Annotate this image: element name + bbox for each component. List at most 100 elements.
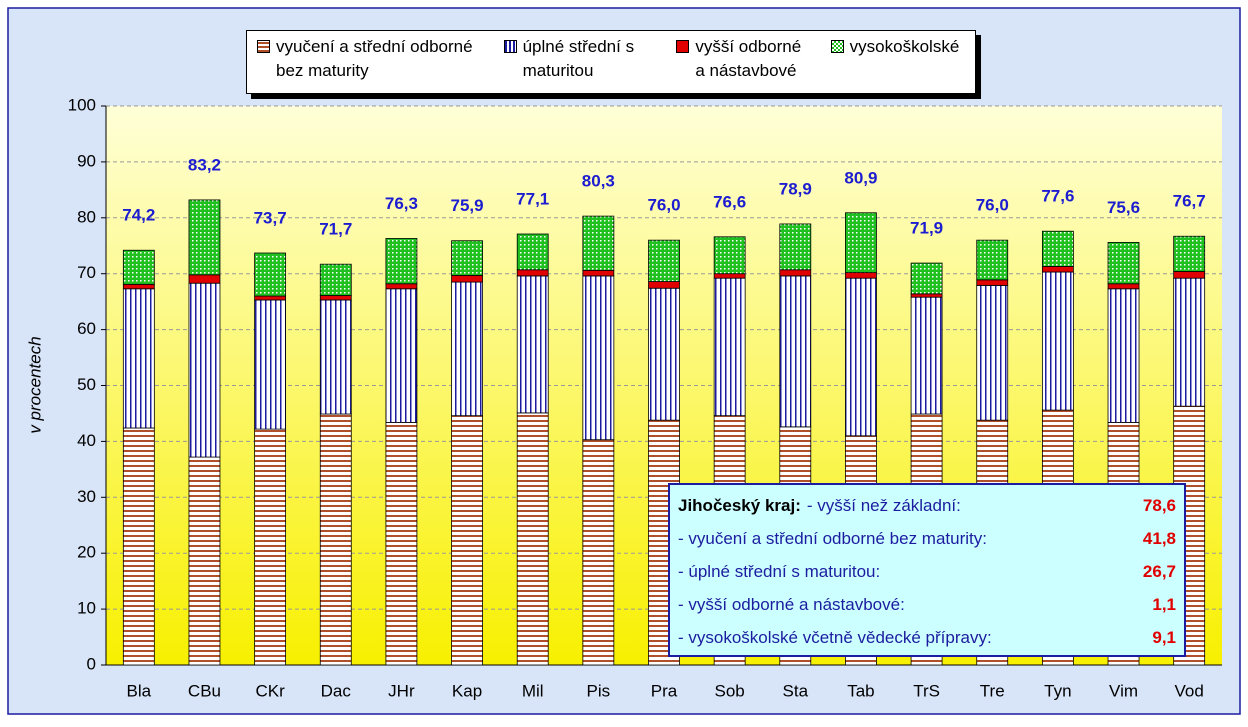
annotation-row: Jihočeský kraj: - vyšší než základní: 78,6	[678, 489, 1176, 522]
total-label: 76,6	[713, 192, 746, 211]
legend-swatch	[676, 40, 690, 53]
annotation-value: 26,7	[1142, 561, 1176, 581]
y-tick-label: 20	[77, 543, 96, 562]
total-label: 83,2	[188, 155, 221, 174]
total-label: 76,0	[647, 196, 680, 215]
total-label: 71,7	[319, 220, 352, 239]
legend-item: vyučení a střední odborné bez maturity	[247, 31, 494, 93]
bar-segment	[582, 275, 615, 441]
bar-segment	[648, 287, 680, 421]
x-tick-label: JHr	[388, 681, 415, 700]
bar-segment	[779, 269, 812, 277]
total-label: 76,0	[976, 196, 1009, 215]
bar-segment	[122, 249, 155, 285]
bar-segment	[779, 223, 812, 271]
bar-segment	[385, 421, 418, 666]
y-tick-label: 10	[77, 599, 96, 618]
total-label: 71,9	[910, 219, 943, 238]
bar-segment	[385, 288, 418, 423]
x-tick-label: Sob	[715, 681, 745, 700]
bar-segment	[910, 296, 943, 415]
x-tick-label: CBu	[188, 681, 221, 700]
legend-swatch	[503, 40, 517, 53]
bar-segment	[582, 269, 615, 277]
bar-segment	[582, 215, 615, 271]
total-label: 73,7	[254, 209, 287, 228]
total-label: 77,1	[516, 189, 549, 208]
legend-label: vyšší odborné a nástavbové	[695, 37, 802, 80]
bar-segment	[122, 283, 155, 290]
annotation-item: - vysokoškolské včetně vědecké přípravy:	[678, 627, 992, 647]
annotation-item: - vyšší odborné a nástavbové:	[678, 594, 905, 614]
bar-segment	[319, 299, 352, 415]
bar-segment	[451, 281, 483, 417]
legend-item: vysokoškolské	[821, 31, 975, 93]
total-label: 80,3	[582, 172, 615, 191]
bar-segment	[254, 252, 287, 297]
bar-segment	[910, 293, 943, 298]
annotation-row: - vysokoškolské včetně vědecké přípravy:…	[678, 621, 1176, 654]
legend-label: úplné střední s maturitou	[522, 37, 635, 80]
y-tick-label: 90	[77, 151, 96, 170]
bar-segment	[1041, 230, 1074, 267]
bar-segment	[1107, 283, 1140, 290]
total-label: 77,6	[1041, 187, 1074, 206]
bar-segment	[319, 295, 352, 301]
legend-label: vysokoškolské	[849, 37, 960, 56]
annotation-value: 9,1	[1152, 627, 1176, 647]
legend-item: vyšší odborné a nástavbové	[666, 31, 820, 93]
bar-segment	[713, 273, 746, 279]
total-label: 76,7	[1173, 192, 1206, 211]
total-label: 76,3	[385, 194, 418, 213]
legend-swatch	[830, 40, 844, 53]
y-tick-label: 100	[68, 95, 96, 114]
x-tick-label: Pra	[651, 681, 678, 700]
annotation-left: - úplné střední s maturitou:	[678, 562, 880, 582]
x-tick-label: Vod	[1175, 681, 1204, 700]
bar-segment	[188, 199, 221, 276]
bar-segment	[451, 240, 483, 276]
y-axis-label: v procentech	[25, 336, 44, 433]
bar-segment	[516, 275, 549, 414]
bar-segment	[1107, 288, 1140, 423]
bar-segment	[385, 238, 418, 285]
annotation-item: - úplné střední s maturitou:	[678, 561, 881, 581]
bar-segment	[254, 295, 287, 301]
annotation-left: - vyšší odborné a nástavbové:	[678, 595, 905, 615]
bar-segment	[254, 299, 287, 430]
total-label: 80,9	[844, 168, 877, 187]
total-label: 75,6	[1107, 198, 1140, 217]
x-tick-label: Dac	[321, 681, 352, 700]
bar-segment	[1107, 241, 1140, 285]
x-tick-label: Bla	[127, 681, 152, 700]
bar-segment	[845, 277, 877, 437]
legend-item: úplné střední s maturitou	[494, 31, 667, 93]
x-tick-label: Kap	[452, 681, 482, 700]
legend-label: vyučení a střední odborné bez maturity	[276, 37, 473, 80]
bar-segment	[582, 439, 615, 666]
bar-segment	[122, 288, 155, 429]
y-tick-label: 70	[77, 263, 96, 282]
bar-segment	[1041, 271, 1074, 411]
total-label: 78,9	[779, 179, 812, 198]
x-tick-label: Mil	[522, 681, 544, 700]
x-tick-label: Pis	[587, 681, 611, 700]
x-tick-label: Sta	[783, 681, 809, 700]
annotation-value: 41,8	[1142, 528, 1176, 548]
annotation-item: - vyšší než základní:	[806, 495, 961, 515]
bar-segment	[713, 277, 746, 417]
bar-segment	[516, 269, 549, 277]
bar-segment	[516, 233, 549, 271]
y-tick-label: 40	[77, 431, 96, 450]
bar-segment	[1173, 277, 1206, 407]
annotation-row: - vyšší odborné a nástavbové: 1,1	[678, 588, 1176, 621]
bar-segment	[779, 275, 812, 428]
bar-segment	[319, 413, 352, 666]
x-tick-label: Tre	[980, 681, 1005, 700]
bar-segment	[122, 427, 155, 666]
y-tick-label: 50	[77, 375, 96, 394]
bar-segment	[648, 281, 680, 289]
bar-segment	[516, 412, 549, 666]
bar-segment	[1173, 271, 1206, 279]
annotation-left: - vysokoškolské včetně vědecké přípravy:	[678, 628, 992, 648]
